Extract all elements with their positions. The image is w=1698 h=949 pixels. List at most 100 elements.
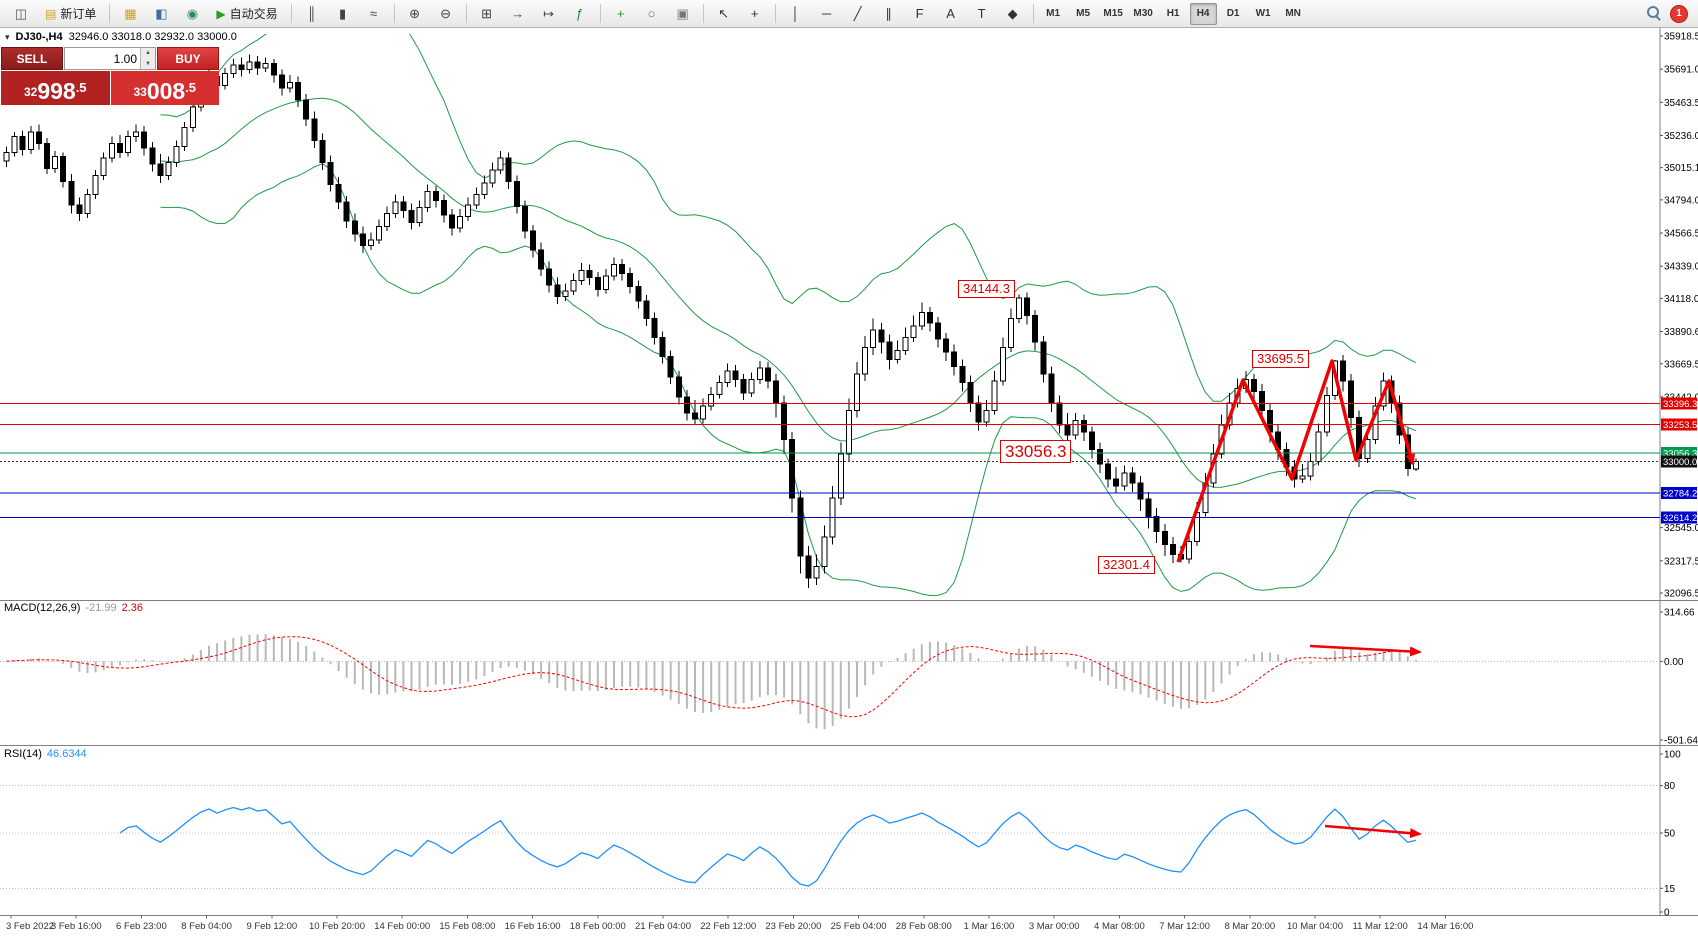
svg-text:33253.5: 33253.5 [1663, 420, 1697, 431]
svg-text:11 Mar 12:00: 11 Mar 12:00 [1353, 921, 1408, 932]
toolbar-separator [599, 4, 601, 23]
price-annotation[interactable]: 33695.5 [1252, 350, 1309, 368]
volume-increase-button[interactable]: ▲ [141, 48, 155, 59]
bar-chart-button[interactable]: ║ [297, 2, 327, 26]
panel-separators[interactable] [0, 28, 1698, 916]
search-icon[interactable] [1647, 6, 1662, 21]
svg-text:33000.0: 33000.0 [1663, 457, 1697, 468]
auto-trading-label: 自动交易 [229, 6, 278, 21]
timeframe-h4-button[interactable]: H4 [1189, 2, 1217, 25]
sell-price[interactable]: 32 998.5 [1, 71, 110, 105]
price-annotation[interactable]: 34144.3 [958, 280, 1015, 298]
horizontal-line-button[interactable]: ─ [812, 2, 842, 26]
horizontal-line-objects[interactable]: 33396.3 33253.5 33056.3 32784.2 32614.2 33000… [0, 397, 1697, 524]
candlestick-chart-button[interactable]: ▮ [328, 2, 358, 26]
arrows-icon: ◆ [1007, 6, 1018, 21]
macd-main-value: -21.99 [85, 602, 117, 614]
equidistant-channel-button[interactable]: ∥ [874, 2, 904, 26]
quick-trade-button[interactable]: + [606, 2, 636, 26]
toolbar-separator [774, 4, 776, 23]
svg-text:6 Feb 23:00: 6 Feb 23:00 [116, 921, 167, 932]
volume-spinner: ▲ ▼ [140, 48, 155, 69]
timeframe-m15-button[interactable]: M15 [1103, 8, 1123, 19]
tile-windows-button[interactable]: ⊞ [472, 2, 502, 26]
svg-text:35015.1: 35015.1 [1664, 163, 1698, 174]
price-zigzag-arrow [1176, 359, 1416, 563]
zoom-out-button[interactable]: ⊖ [431, 2, 461, 26]
timeframe-mn-button[interactable]: MN [1285, 8, 1301, 19]
cursor-button[interactable]: ↖ [709, 2, 739, 26]
symbol-ohlc: 32946.0 33018.0 32932.0 33000.0 [68, 31, 237, 43]
timeframe-m30-button[interactable]: M30 [1133, 8, 1153, 19]
price-annotation[interactable]: 33056.3 [1000, 440, 1072, 463]
price-prefix: 32 [23, 85, 38, 99]
zoom-in-button[interactable]: ⊕ [400, 2, 430, 26]
svg-text:34794.0: 34794.0 [1664, 195, 1698, 206]
trade-panel-collapse-icon[interactable]: ▾ [5, 31, 10, 42]
arrows-button[interactable]: ◆ [998, 2, 1028, 26]
timeframe-m5-button[interactable]: M5 [1076, 8, 1091, 19]
new-chart-button[interactable]: ◫ [6, 2, 36, 26]
svg-text:28 Feb 08:00: 28 Feb 08:00 [896, 921, 952, 932]
data-window-button[interactable]: ◧ [146, 2, 176, 26]
svg-text:23 Feb 20:00: 23 Feb 20:00 [765, 921, 821, 932]
svg-text:1 Mar 16:00: 1 Mar 16:00 [964, 921, 1015, 932]
line-chart-icon: ≈ [370, 6, 378, 21]
period-settings-button[interactable]: ○ [637, 2, 667, 26]
volume-field: ▲ ▼ [64, 47, 156, 70]
trend-annotation[interactable] [1176, 359, 1422, 839]
crosshair-button[interactable]: + [740, 2, 770, 26]
text-label-button[interactable]: T [967, 2, 997, 26]
price-annotation[interactable]: 32301.4 [1098, 556, 1155, 574]
toolbar: ◫ ▤ 新订单 ▦ ◧ ◉ ▶ 自动交易 ║ ▮ ≈ ⊕ ⊖ ⊞ → ↦ ƒ + ○ ▣ ↖ + │ ─ ╱ ∥ F A T ◆ M1 M5 M… [0, 0, 1698, 28]
volume-input[interactable] [65, 48, 140, 69]
vertical-line-button[interactable]: │ [781, 2, 811, 26]
indicators-button[interactable]: ƒ [565, 2, 595, 26]
svg-text:32317.5: 32317.5 [1664, 556, 1698, 567]
line-chart-button[interactable]: ≈ [359, 2, 389, 26]
toolbar-separator [1032, 4, 1034, 23]
svg-text:18 Feb 00:00: 18 Feb 00:00 [570, 921, 626, 932]
symbol-title: DJ30-,H4 [15, 31, 63, 43]
candles [3, 54, 1419, 589]
navigator-button[interactable]: ◉ [177, 2, 207, 26]
trendline-button[interactable]: ╱ [843, 2, 873, 26]
text-button[interactable]: A [936, 2, 966, 26]
timeframe-d1-button[interactable]: D1 [1226, 8, 1240, 19]
volume-decrease-button[interactable]: ▼ [141, 58, 155, 69]
notification-badge[interactable]: 1 [1670, 4, 1688, 23]
fibonacci-button[interactable]: F [905, 2, 935, 26]
svg-text:15 Feb 08:00: 15 Feb 08:00 [439, 921, 495, 932]
new-order-button[interactable]: ▤ 新订单 [37, 2, 104, 26]
svg-text:32784.2: 32784.2 [1663, 488, 1697, 499]
svg-text:3 Mar 00:00: 3 Mar 00:00 [1029, 921, 1080, 932]
svg-text:8 Feb 04:00: 8 Feb 04:00 [181, 921, 232, 932]
cursor-icon: ↖ [718, 6, 730, 21]
buy-button[interactable]: BUY [157, 47, 219, 70]
fibonacci-icon: F [915, 6, 924, 21]
snapshot-button[interactable]: ▣ [668, 2, 698, 26]
svg-text:9 Feb 12:00: 9 Feb 12:00 [246, 921, 297, 932]
timeframe-m1-button[interactable]: M1 [1046, 8, 1061, 19]
auto-scroll-button[interactable]: → [503, 2, 533, 26]
svg-text:34566.5: 34566.5 [1664, 229, 1698, 240]
svg-text:22 Feb 12:00: 22 Feb 12:00 [700, 921, 756, 932]
auto-trading-button[interactable]: ▶ 自动交易 [208, 2, 285, 26]
crosshair-icon: + [750, 6, 759, 21]
buy-price[interactable]: 33 008.5 [110, 71, 219, 105]
market-watch-button[interactable]: ▦ [115, 2, 145, 26]
timeframe-h1-button[interactable]: H1 [1166, 8, 1180, 19]
svg-text:4 Mar 08:00: 4 Mar 08:00 [1094, 921, 1145, 932]
sell-button[interactable]: SELL [1, 47, 63, 70]
bollinger-middle [160, 97, 1417, 488]
chart-shift-button[interactable]: ↦ [534, 2, 564, 26]
toolbar-separator [393, 4, 395, 23]
quick-trade-icon: + [616, 6, 625, 21]
svg-text:7 Mar 12:00: 7 Mar 12:00 [1159, 921, 1210, 932]
price-chart-canvas[interactable]: 35918.5 35691.0 35463.5 35236.0 35015.1 34794… [0, 28, 1698, 949]
svg-text:14 Feb 00:00: 14 Feb 00:00 [374, 921, 430, 932]
timeframe-w1-button[interactable]: W1 [1255, 8, 1271, 19]
svg-text:25 Feb 04:00: 25 Feb 04:00 [831, 921, 887, 932]
price-body: 008 [146, 78, 186, 104]
svg-text:35463.5: 35463.5 [1664, 98, 1698, 109]
